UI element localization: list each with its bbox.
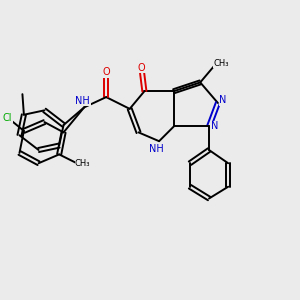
Text: O: O bbox=[138, 63, 145, 73]
Text: CH₃: CH₃ bbox=[75, 159, 90, 168]
Text: O: O bbox=[102, 67, 110, 77]
Text: Cl: Cl bbox=[3, 113, 13, 123]
Text: N: N bbox=[211, 122, 218, 131]
Text: NH: NH bbox=[75, 96, 90, 106]
Text: N: N bbox=[220, 95, 227, 105]
Text: CH₃: CH₃ bbox=[213, 59, 229, 68]
Text: NH: NH bbox=[149, 144, 164, 154]
